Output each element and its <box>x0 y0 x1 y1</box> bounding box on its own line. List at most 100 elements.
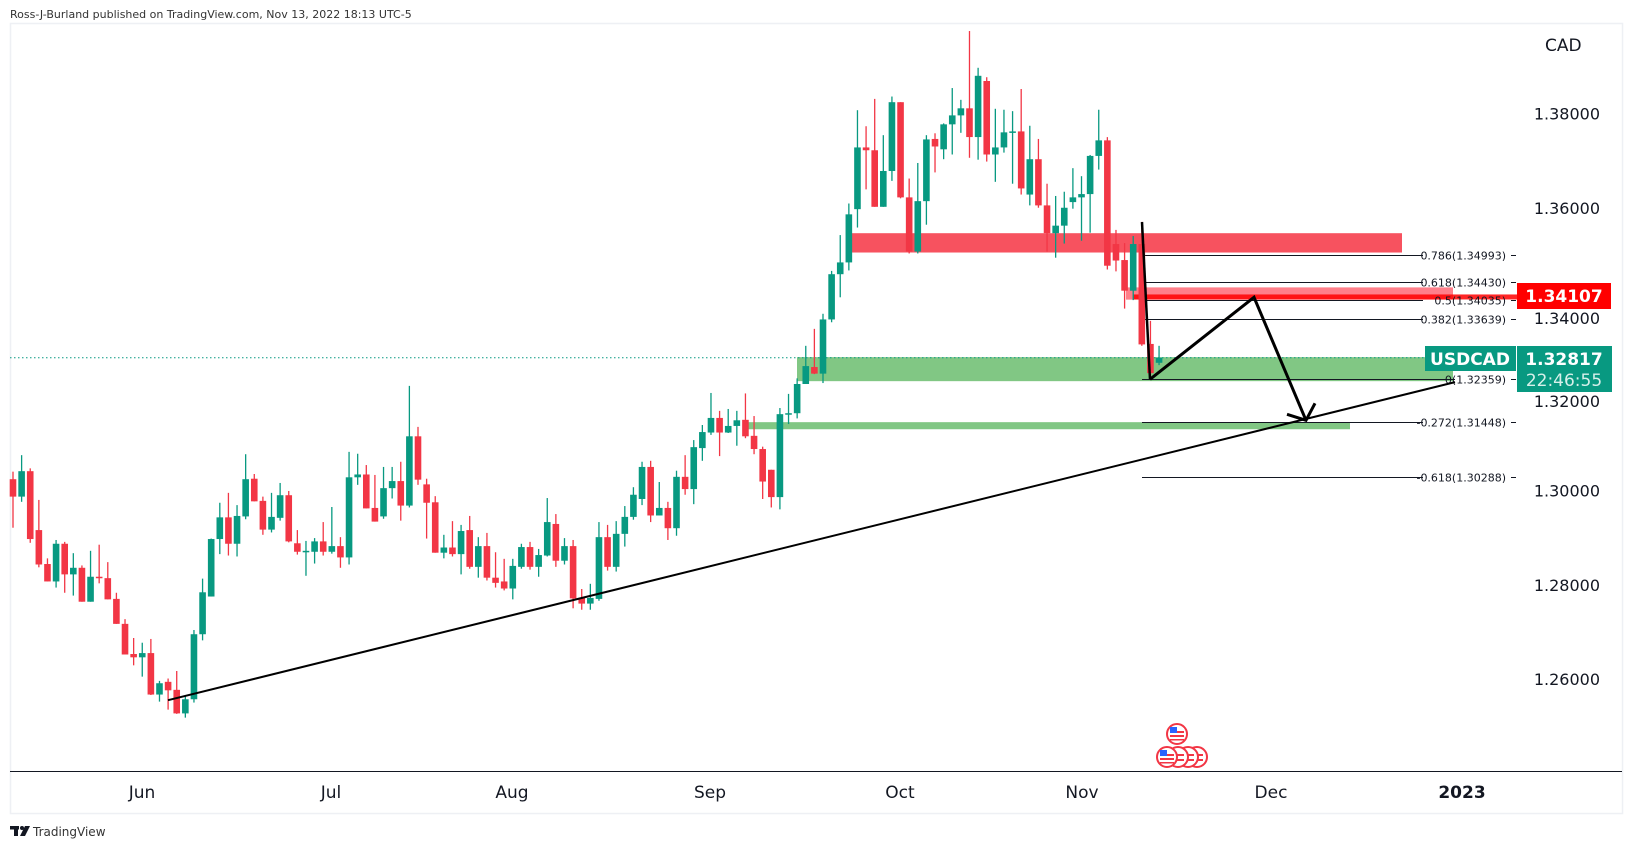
candle-up[interactable] <box>1155 357 1163 363</box>
price-axis[interactable]: 1.38000 1.36000 1.34000 1.32000 1.30000 1.280… <box>1534 105 1600 690</box>
candle-up[interactable] <box>724 425 732 433</box>
candle-down[interactable] <box>35 530 43 565</box>
candle-down[interactable] <box>664 507 672 529</box>
candle-down[interactable] <box>966 108 973 138</box>
candle-up[interactable] <box>612 533 620 567</box>
candle-up[interactable] <box>518 547 525 567</box>
candle-up[interactable] <box>233 515 241 544</box>
candle-up[interactable] <box>776 414 784 498</box>
candle-up[interactable] <box>1009 131 1016 133</box>
candle-up[interactable] <box>380 488 387 517</box>
projection-arrow-path[interactable] <box>1149 294 1308 421</box>
candle-down[interactable] <box>681 476 689 490</box>
candle-down[interactable] <box>44 564 51 582</box>
candle-up[interactable] <box>543 522 551 556</box>
candle-down[interactable] <box>225 517 232 544</box>
candle-down[interactable] <box>95 576 103 579</box>
candle-up[interactable] <box>1069 197 1077 203</box>
candle-down[interactable] <box>147 653 155 695</box>
candle-down[interactable] <box>483 546 491 578</box>
candle-down[interactable] <box>526 547 534 567</box>
candle-up[interactable] <box>690 447 698 490</box>
candle-down[interactable] <box>1147 343 1154 374</box>
candle-up[interactable] <box>1095 140 1103 156</box>
candle-down[interactable] <box>78 567 86 602</box>
candle-up[interactable] <box>673 476 680 529</box>
candle-down[interactable] <box>983 80 991 155</box>
candle-down[interactable] <box>716 417 723 433</box>
candle-down[interactable] <box>742 419 749 437</box>
candle-down[interactable] <box>121 623 129 655</box>
candle-down[interactable] <box>811 367 818 374</box>
candle-up[interactable] <box>707 417 715 433</box>
candle-up[interactable] <box>1026 159 1034 195</box>
candle-down[interactable] <box>500 581 508 589</box>
candle-up[interactable] <box>354 474 361 478</box>
candle-down[interactable] <box>1121 260 1128 291</box>
candle-down[interactable] <box>578 597 586 604</box>
candle-up[interactable] <box>1052 225 1059 234</box>
candle-up[interactable] <box>836 262 844 275</box>
candle-up[interactable] <box>388 481 396 489</box>
candle-down[interactable] <box>371 507 379 522</box>
candle-up[interactable] <box>638 466 646 499</box>
candle-up[interactable] <box>457 531 465 555</box>
candle-down[interactable] <box>414 436 422 480</box>
candle-up[interactable] <box>268 516 275 530</box>
candle-up[interactable] <box>311 541 318 552</box>
candle-down[interactable] <box>871 150 878 207</box>
candle-up[interactable] <box>880 170 887 207</box>
marked-level-line[interactable] <box>1133 294 1517 300</box>
candle-up[interactable] <box>475 546 482 567</box>
candle-up[interactable] <box>948 115 956 125</box>
candle-up[interactable] <box>182 699 189 714</box>
candle-up[interactable] <box>785 413 792 415</box>
candle-down[interactable] <box>173 689 181 714</box>
candle-up[interactable] <box>535 555 542 567</box>
candle-down[interactable] <box>449 547 456 555</box>
candle-up[interactable] <box>828 274 835 320</box>
candle-up[interactable] <box>190 634 198 700</box>
candle-up[interactable] <box>406 436 413 506</box>
candle-up[interactable] <box>328 546 336 552</box>
candle-down[interactable] <box>285 495 293 542</box>
candle-up[interactable] <box>138 653 146 658</box>
event-flags[interactable] <box>1156 723 1208 768</box>
candle-up[interactable] <box>302 550 310 553</box>
candle-up[interactable] <box>630 494 637 517</box>
candle-down[interactable] <box>294 543 301 552</box>
candle-up[interactable] <box>992 147 999 155</box>
candle-up[interactable] <box>923 139 930 202</box>
candle-down[interactable] <box>130 654 137 658</box>
fib-anchor-line[interactable] <box>1140 221 1152 380</box>
candle-down[interactable] <box>250 478 258 502</box>
candle-down[interactable] <box>259 500 267 530</box>
candle-up[interactable] <box>1060 207 1068 226</box>
candle-down[interactable] <box>466 530 474 567</box>
candle-up[interactable] <box>845 214 853 263</box>
candle-down[interactable] <box>862 147 870 151</box>
candle-up[interactable] <box>1086 155 1094 195</box>
candle-up[interactable] <box>699 432 706 449</box>
candle-up[interactable] <box>940 124 947 150</box>
candle-down[interactable] <box>759 449 766 482</box>
candle-up[interactable] <box>52 543 60 582</box>
candle-down[interactable] <box>362 474 370 509</box>
candle-down[interactable] <box>9 479 17 497</box>
us-flag-icon[interactable] <box>1166 723 1188 745</box>
candle-up[interactable] <box>87 576 94 602</box>
candle-up[interactable] <box>216 517 224 540</box>
candle-up[interactable] <box>819 319 827 374</box>
candle-down[interactable] <box>431 502 439 553</box>
candle-up[interactable] <box>888 102 896 171</box>
candle-up[interactable] <box>957 108 965 116</box>
candle-down[interactable] <box>423 484 430 503</box>
candle-down[interactable] <box>750 435 758 450</box>
candle-up[interactable] <box>793 383 801 414</box>
candle-up[interactable] <box>854 147 861 210</box>
fibonacci-extension[interactable]: 0.786(1.34993) 0.618(1.34430) 0.5(1.34035)… <box>1142 250 1516 485</box>
candle-up[interactable] <box>655 507 663 516</box>
candle-up[interactable] <box>1000 132 1008 148</box>
candle-down[interactable] <box>569 546 577 599</box>
